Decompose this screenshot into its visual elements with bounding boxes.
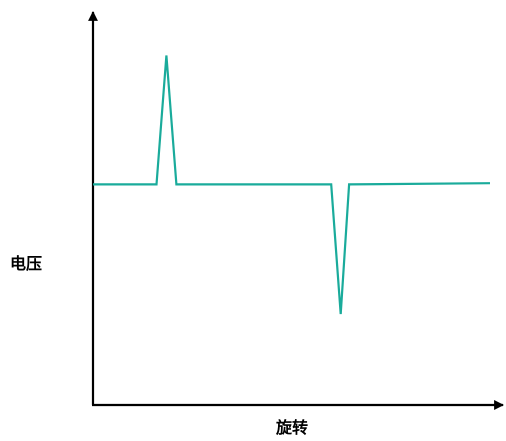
series-line-1 (93, 55, 491, 315)
series-group (93, 55, 491, 315)
y-axis-label: 电压 (10, 254, 43, 273)
x-axis-label: 旋转 (276, 418, 309, 437)
